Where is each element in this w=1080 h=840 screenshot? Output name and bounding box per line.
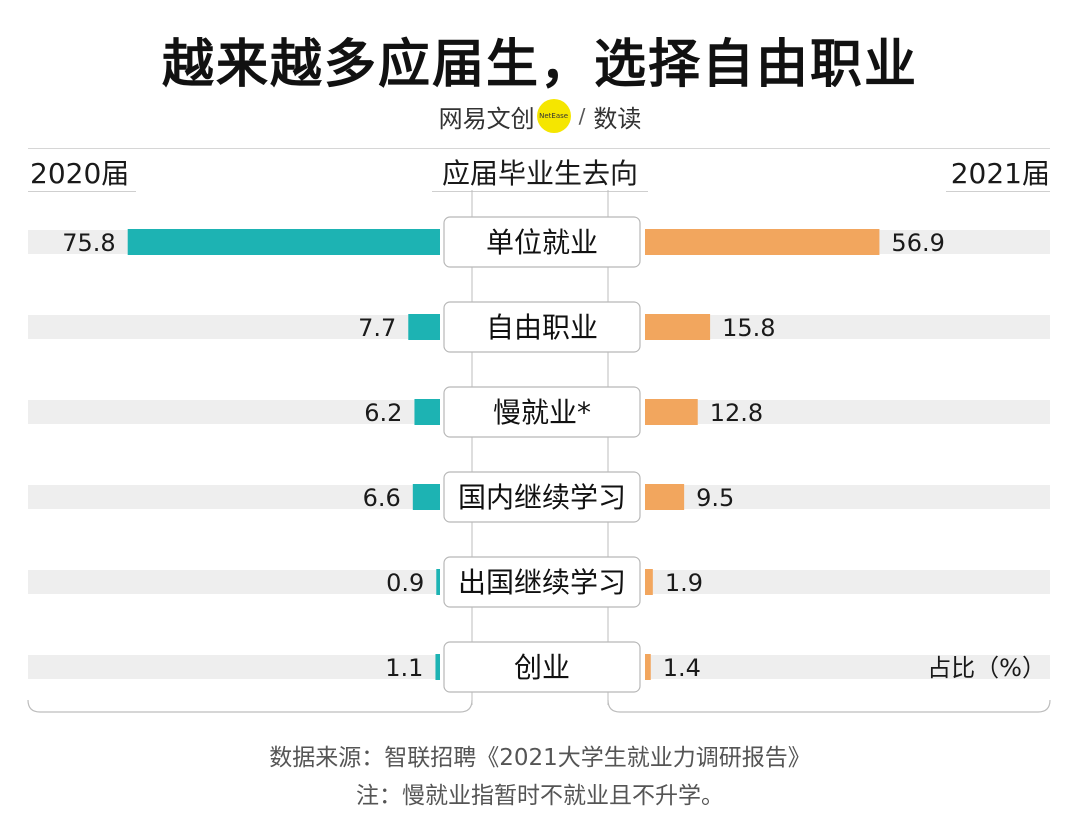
right-series-label: 2021届 xyxy=(950,157,1050,190)
left-track xyxy=(28,655,440,679)
data-label-left: 0.9 xyxy=(386,569,424,597)
data-label-left: 6.2 xyxy=(364,399,402,427)
brand-separator: / xyxy=(578,104,586,128)
right-bottom-bracket xyxy=(607,699,1051,713)
category-label: 慢就业* xyxy=(493,396,591,429)
bar-right xyxy=(645,654,651,680)
left-track xyxy=(28,570,440,594)
top-divider xyxy=(28,148,1050,149)
data-label-right: 1.4 xyxy=(663,654,701,682)
right-track xyxy=(645,485,1050,509)
data-label-right: 9.5 xyxy=(696,484,734,512)
category-label-box xyxy=(443,641,641,693)
right-header-underline xyxy=(946,191,1050,192)
category-label: 国内继续学习 xyxy=(458,481,626,514)
unit-label: 占比（%） xyxy=(927,654,1046,682)
center-header-label: 应届毕业生去向 xyxy=(441,157,638,190)
left-bottom-bracket xyxy=(27,699,473,713)
chart-title: 越来越多应届生，选择自由职业 xyxy=(161,35,918,95)
bar-left xyxy=(127,229,440,255)
category-label: 出国继续学习 xyxy=(458,566,626,599)
bar-right xyxy=(645,399,698,425)
data-label-right: 56.9 xyxy=(891,229,944,257)
footnote: 注：慢就业指暂时不就业且不升学。 xyxy=(356,783,724,809)
data-label-right: 15.8 xyxy=(722,314,775,342)
bar-left xyxy=(414,399,440,425)
category-label-box xyxy=(443,386,641,438)
data-label-left: 6.6 xyxy=(363,484,401,512)
left-series-label: 2020届 xyxy=(30,157,130,190)
brand-logo: 网易文创 NetEase / 数读 xyxy=(0,98,1080,134)
left-header-underline xyxy=(28,191,136,192)
right-track xyxy=(645,315,1050,339)
data-label-left: 1.1 xyxy=(385,654,423,682)
left-track xyxy=(28,485,440,509)
bar-left xyxy=(435,654,440,680)
bar-left xyxy=(408,314,440,340)
bar-right xyxy=(645,229,880,255)
data-label-left: 75.8 xyxy=(62,229,115,257)
right-track xyxy=(645,400,1050,424)
category-label: 创业 xyxy=(514,651,570,684)
category-label: 自由职业 xyxy=(486,311,598,344)
brand-left: 网易文创 xyxy=(438,104,535,133)
category-label-box xyxy=(443,556,641,608)
bar-left xyxy=(412,484,440,510)
bar-right xyxy=(645,484,685,510)
bar-left xyxy=(436,569,440,595)
butterfly-bar-chart: 75.8 56.9 单位就业 7.7 15.8 自由职业 6.2 12.8 慢就业* 6.6 9.5… xyxy=(27,190,1051,713)
left-track xyxy=(28,400,440,424)
data-label-right: 12.8 xyxy=(710,399,763,427)
bar-right xyxy=(645,314,711,340)
category-label: 单位就业 xyxy=(486,226,598,259)
data-label-right: 1.9 xyxy=(665,569,703,597)
category-label-box xyxy=(443,216,641,268)
left-track xyxy=(28,315,440,339)
brand-badge: NetEase xyxy=(536,99,571,133)
bar-right xyxy=(645,569,653,595)
center-header-underline xyxy=(432,191,648,192)
data-label-left: 7.7 xyxy=(358,314,396,342)
right-track xyxy=(645,570,1050,594)
category-label-box xyxy=(443,471,641,523)
category-label-box xyxy=(443,301,641,353)
brand-right: 数读 xyxy=(593,104,642,133)
right-track xyxy=(645,655,1050,679)
source-note: 数据来源：智联招聘《2021大学生就业力调研报告》 xyxy=(269,745,811,771)
